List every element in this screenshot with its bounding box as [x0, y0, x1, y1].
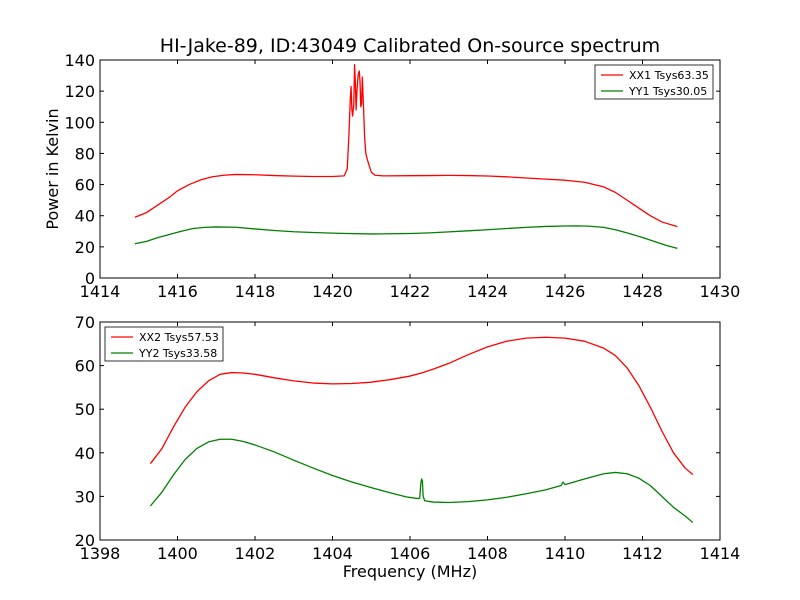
x-tick-label: 1428 [622, 282, 663, 301]
y-tick-label: 40 [75, 444, 95, 463]
series-line-1 [134, 64, 678, 228]
y-tick-label: 120 [64, 82, 95, 101]
y-tick-label: 140 [64, 51, 95, 70]
y-tick-label: 100 [64, 113, 95, 132]
legend-box [104, 326, 224, 362]
chart-title: HI-Jake-89, ID:43049 Calibrated On-sourc… [160, 35, 660, 57]
x-tick-label: 1402 [235, 544, 276, 563]
y-tick-label: 20 [75, 531, 95, 550]
x-axis-label: Frequency (MHz) [343, 562, 477, 581]
x-tick-label: 1412 [622, 544, 663, 563]
legend-box [594, 64, 714, 100]
x-tick-label: 1416 [157, 282, 198, 301]
x-tick-label: 1424 [467, 282, 508, 301]
x-tick-label: 1406 [390, 544, 431, 563]
legend-entry: YY1 Tsys30.05 [628, 85, 707, 98]
series-line-2 [149, 438, 694, 524]
bottom-plot-panel: 1398 1400 1402 1404 1406 1408 1410 1412 1414 20 30… [75, 313, 741, 581]
legend-entry: XX2 Tsys57.53 [139, 331, 219, 344]
x-tick-label: 1414 [700, 544, 741, 563]
y-tick-label: 60 [75, 357, 95, 376]
x-tick-label: 1420 [312, 282, 353, 301]
x-tick-label: 1430 [700, 282, 741, 301]
y-tick-label: 30 [75, 487, 95, 506]
legend-entry: XX1 Tsys63.35 [629, 69, 709, 82]
legend: XX1 Tsys63.35 YY1 Tsys30.05 [594, 64, 714, 100]
x-tick-label: 1400 [157, 544, 198, 563]
x-tick-label: 1410 [545, 544, 586, 563]
x-tick-label: 1404 [312, 544, 353, 563]
top-plot-panel: 1414 1416 1418 1420 1422 1424 1426 1428 1430 0 20 4… [43, 51, 740, 301]
y-axis-label: Power in Kelvin [43, 108, 62, 229]
series-line-2 [134, 225, 678, 250]
legend-entry: YY2 Tsys33.58 [138, 347, 217, 360]
y-tick-label: 80 [75, 144, 95, 163]
x-tick-label: 1408 [467, 544, 508, 563]
x-tick-label: 1426 [545, 282, 586, 301]
series-line-1 [149, 336, 694, 476]
x-tick-label: 1414 [80, 282, 121, 301]
series-group [134, 64, 678, 250]
y-tick-label: 70 [75, 313, 95, 332]
legend: XX2 Tsys57.53 YY2 Tsys33.58 [104, 326, 224, 362]
series-group [149, 336, 694, 524]
y-tick-label: 40 [75, 207, 95, 226]
x-tick-label: 1422 [390, 282, 431, 301]
y-tick-label: 50 [75, 400, 95, 419]
y-tick-label: 0 [85, 269, 95, 288]
y-tick-label: 60 [75, 176, 95, 195]
y-tick-label: 20 [75, 238, 95, 257]
x-tick-label: 1398 [80, 544, 121, 563]
x-tick-label: 1418 [235, 282, 276, 301]
